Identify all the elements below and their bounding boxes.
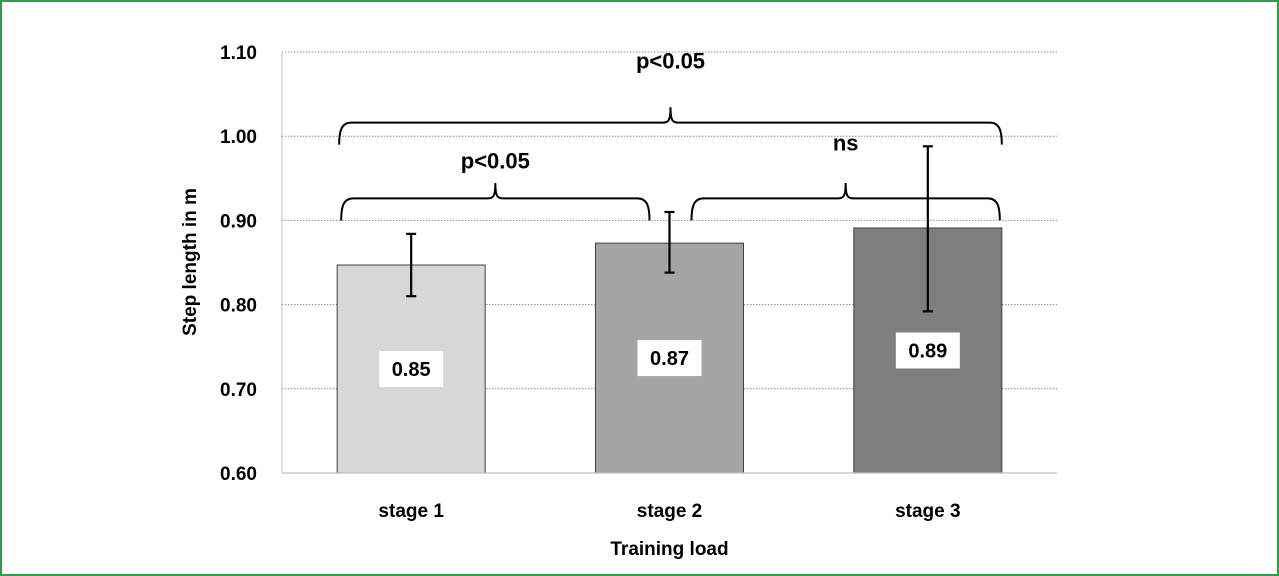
data-label: 0.87 <box>650 348 689 370</box>
x-axis-title: Training load <box>610 539 728 560</box>
significance-label: p<0.05 <box>636 49 705 74</box>
data-label-box <box>379 351 444 388</box>
x-tick-label: stage 3 <box>895 501 960 522</box>
y-axis-title: Step length in m <box>180 188 201 336</box>
significance-bracket <box>340 182 651 221</box>
data-label: 0.89 <box>908 340 947 362</box>
y-tick-label: 0.60 <box>220 464 257 485</box>
data-label-box <box>895 332 960 369</box>
error-bars <box>406 145 933 313</box>
significance-bracket <box>690 182 1001 221</box>
x-tick-label: stage 1 <box>378 501 444 522</box>
y-tick-label: 1.00 <box>220 127 257 148</box>
y-tick-label: 0.70 <box>220 380 257 401</box>
y-tick-label: 0.80 <box>220 296 257 317</box>
data-labels: 0.85 0.87 0.89 <box>379 332 960 388</box>
significance-bracket <box>338 107 1003 145</box>
y-tick-label: 0.90 <box>220 211 257 232</box>
significance-label: p<0.05 <box>461 148 530 173</box>
significance-label: ns <box>833 130 859 155</box>
y-tick-label: 1.10 <box>220 43 257 64</box>
x-tick-label: stage 2 <box>637 501 702 522</box>
bars <box>336 227 1003 474</box>
significance-brackets: p<0.05 ns p<0.05 <box>338 49 1003 221</box>
axes: 0.60 0.70 0.80 0.90 1.00 1.10 stage 1 stage 2 st… <box>220 43 1057 522</box>
data-label: 0.85 <box>392 359 431 381</box>
data-label-box <box>637 340 702 377</box>
